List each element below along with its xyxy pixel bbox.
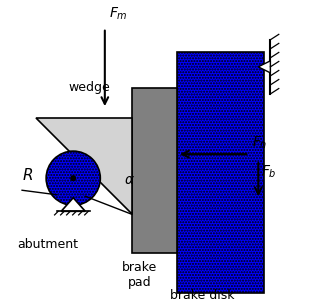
Text: abutment: abutment: [17, 238, 78, 251]
Text: $F_m$: $F_m$: [109, 5, 128, 22]
Polygon shape: [258, 61, 270, 73]
Text: $F_n$: $F_n$: [252, 135, 268, 151]
Text: brake disk: brake disk: [170, 289, 235, 302]
Bar: [177, 52, 264, 293]
Polygon shape: [61, 198, 85, 211]
Text: brake
pad: brake pad: [122, 260, 157, 289]
Text: wedge: wedge: [69, 81, 110, 95]
Circle shape: [46, 151, 100, 205]
Polygon shape: [36, 118, 132, 214]
Circle shape: [70, 175, 76, 181]
Text: $F_b$: $F_b$: [261, 163, 277, 180]
Text: $R$: $R$: [22, 167, 33, 183]
Text: $\alpha$: $\alpha$: [124, 173, 135, 187]
Bar: [132, 88, 177, 253]
